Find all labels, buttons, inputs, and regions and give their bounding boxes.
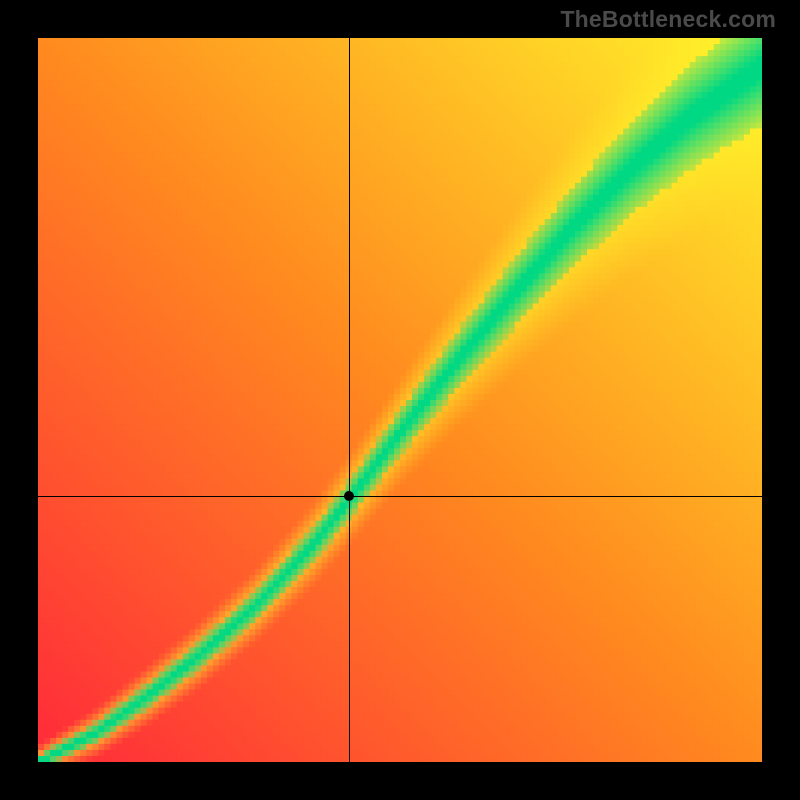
selection-marker	[344, 491, 354, 501]
crosshair-vertical	[349, 38, 350, 762]
bottleneck-heatmap	[38, 38, 762, 762]
plot-frame	[38, 38, 762, 762]
watermark-text: TheBottleneck.com	[560, 6, 776, 33]
chart-container: TheBottleneck.com	[0, 0, 800, 800]
crosshair-horizontal	[38, 496, 762, 497]
